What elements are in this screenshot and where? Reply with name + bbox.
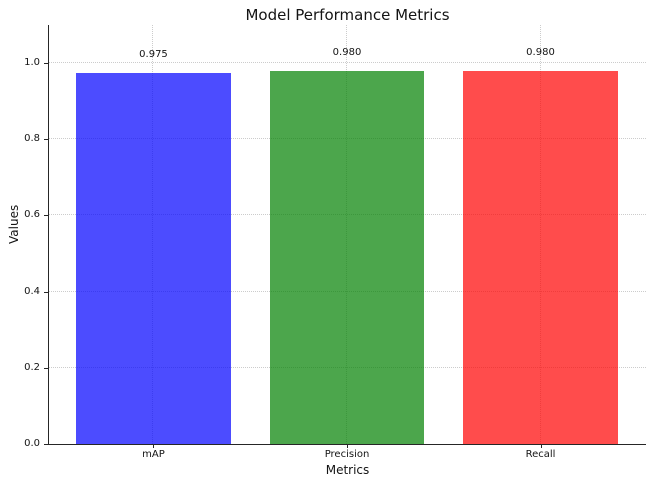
bar-value-label: 0.980	[332, 46, 362, 58]
bar-value-label: 0.980	[526, 46, 555, 58]
x-tick-label-recall: Recall	[525, 449, 556, 460]
x-tick-mark	[153, 444, 155, 448]
y-axis-label: Values	[7, 204, 21, 244]
bar-precision	[269, 70, 425, 444]
x-tick-label-map: mAP	[142, 449, 165, 460]
y-tick-mark	[44, 215, 48, 217]
y-tick-mark	[44, 139, 48, 141]
x-tick-mark	[347, 444, 348, 448]
y-tick-label: 0.0	[24, 438, 40, 449]
x-tick-mark	[540, 444, 542, 448]
bar-value-label: 0.975	[139, 48, 168, 60]
y-tick-label: 1.0	[24, 57, 40, 69]
y-tick-mark	[44, 367, 48, 369]
h-gridline	[49, 62, 646, 64]
y-tick-mark	[44, 291, 48, 293]
y-tick-label: 0.4	[24, 285, 40, 297]
x-tick-label-precision: Precision	[324, 449, 370, 460]
x-axis-label: Metrics	[325, 463, 370, 477]
bar-recall	[463, 70, 618, 444]
y-tick-label: 0.6	[24, 209, 40, 221]
y-tick-mark	[44, 63, 48, 65]
plot-area: 0.975 0.980 0.980	[48, 25, 646, 445]
chart-title: Model Performance Metrics	[245, 6, 450, 24]
bar-map	[76, 72, 231, 444]
y-tick-label: 0.2	[24, 361, 40, 373]
y-tick-label: 0.8	[24, 133, 40, 145]
y-tick-mark	[44, 444, 48, 445]
